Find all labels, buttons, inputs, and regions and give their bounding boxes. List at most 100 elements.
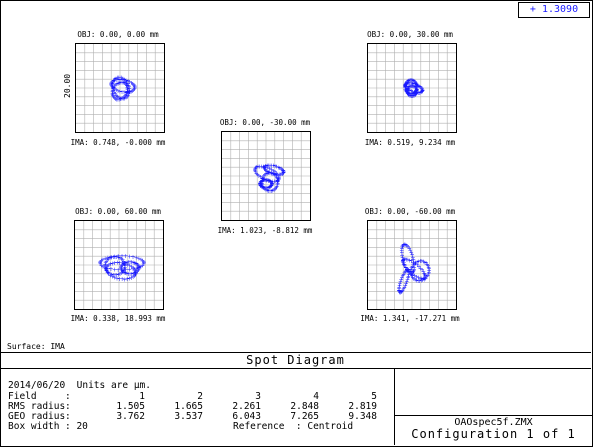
spot-point: + [419,85,424,92]
spot-point: + [400,259,405,266]
spot-point: + [405,267,410,274]
rms-colon: : [65,401,71,412]
spot-point: + [408,268,413,275]
spot-point: + [130,88,135,95]
spot-point: + [134,255,139,262]
spot-point: + [406,92,411,99]
spot-point: + [265,171,270,178]
spot-point: + [424,274,429,281]
geo-1: 3.762 [116,411,145,422]
spot-point: + [405,257,410,264]
spot-point: + [408,83,413,90]
spot-point: + [122,95,127,102]
spot-point: + [109,255,114,262]
spot-point: + [416,275,421,282]
spot-box-5: + + + + + + + + + + + + + + + + + + + + + + + + + + + + + + + + + + + + + + + +… [367,220,457,310]
spot-point: + [141,260,146,267]
spot-point: + [117,276,122,283]
spot-point: + [410,275,415,282]
spot-point: + [409,83,414,90]
spot-point: + [115,88,120,95]
spot-point: + [404,80,409,87]
spot-point: + [120,260,125,267]
spot-point: + [130,81,135,88]
spot-point: + [141,259,146,266]
spot-point: + [403,265,408,272]
spot-point: + [403,242,408,249]
spot-point: + [259,184,264,191]
spot-point: + [410,263,415,270]
spot-point: + [261,185,266,192]
spot-point: + [426,264,431,271]
spot-point: + [104,268,109,275]
spot-point: + [258,180,263,187]
spot-point: + [267,178,272,185]
spot-point: + [260,177,265,184]
spot-point: + [414,90,419,97]
spot-point: + [411,269,416,276]
spot-point: + [273,163,278,170]
spot-point: + [122,260,127,267]
spot-point: + [404,256,409,263]
spot-point: + [403,81,408,88]
spot-point: + [407,77,412,84]
spot-point: + [269,170,274,177]
spot-point: + [265,185,270,192]
spot-point: + [119,256,124,263]
spot-point: + [412,273,417,280]
spot-plot-2: ++++++++++++++++++++++++++++++++++++++++… [368,44,456,132]
geo-4: 7.265 [290,411,319,422]
spot-point: + [405,89,410,96]
spot-point: + [414,88,419,95]
spot-point: + [112,95,117,102]
spot-point: + [132,270,137,277]
spot-point: + [129,264,134,271]
spot-point: + [405,90,410,97]
spot-point: + [414,83,419,90]
spot-point: + [414,87,419,94]
spot-point: + [118,96,123,103]
spot-point: + [110,89,115,96]
spot-point: + [116,80,121,87]
spot-point: + [262,186,267,193]
spot-point: + [110,260,115,267]
spot-point: + [132,86,137,93]
spot-point: + [132,266,137,273]
spot-point: + [117,80,122,87]
spot-point: + [411,78,416,85]
spot-point: + [111,272,116,279]
spot-point: + [264,163,269,170]
spot-point: + [274,175,279,182]
spot-point: + [417,278,422,285]
spot-point: + [419,89,424,96]
spot-point: + [275,181,280,188]
spot-point: + [399,275,404,282]
spot-point: + [258,183,263,190]
spot-point: + [263,187,268,194]
spot-point: + [253,166,258,173]
box-row-label: Box width [8,421,60,432]
spot-point: + [269,182,274,189]
spot-point: + [277,175,282,182]
spot-point: + [119,75,124,82]
spot-point: + [416,278,421,285]
spot-point: + [110,90,115,97]
field-1: 1 [139,391,145,402]
spot-point: + [414,86,419,93]
spot-point: + [112,253,117,260]
spot-point: + [106,262,111,269]
spot-point: + [132,260,137,267]
spot-point: + [413,90,418,97]
spot-point: + [124,79,129,86]
spot-point: + [109,83,114,90]
spot-point: + [112,267,117,274]
spot-point: + [418,90,423,97]
spot-point: + [261,184,266,191]
spot-point: + [419,86,424,93]
spot-point: + [133,271,138,278]
spot-point: + [266,177,271,184]
spot-point: + [120,75,125,82]
spot-point: + [414,82,419,89]
spot-point: + [405,86,410,93]
spot-point: + [264,177,269,184]
